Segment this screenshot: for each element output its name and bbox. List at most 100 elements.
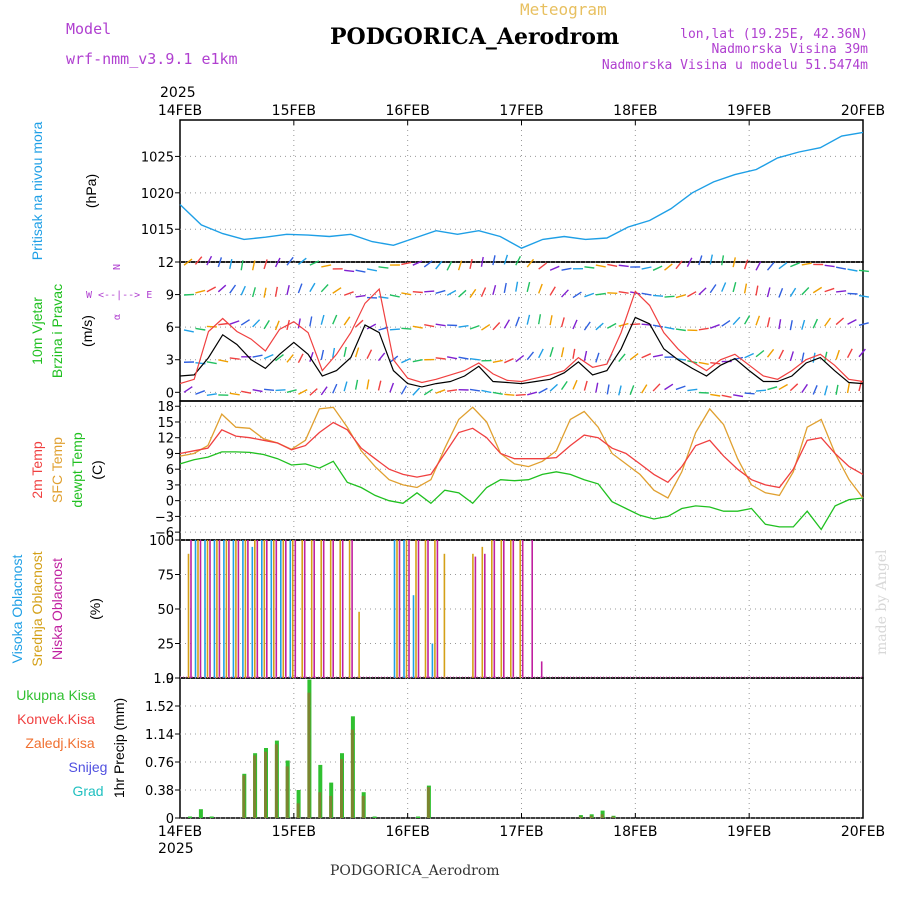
wind-barb [480, 256, 484, 267]
wind-barb [733, 394, 744, 398]
wind-barb [195, 327, 206, 331]
cloud-label-low: Niska Oblacnost [49, 558, 65, 660]
wind-barb [469, 324, 480, 330]
precip-conv-bar [611, 816, 615, 818]
wind-barb [435, 289, 446, 294]
x-tick-label-top: 16FEB [386, 103, 430, 119]
x-tick-label-bottom: 15FEB [272, 824, 316, 840]
precip-conv-bar [329, 795, 333, 818]
wind-barb [240, 319, 250, 326]
wind-barb [469, 388, 481, 392]
wind-barb [240, 285, 246, 296]
wind-barb [653, 294, 664, 297]
wind-barb [824, 317, 832, 327]
wind-barb [583, 350, 588, 361]
wind-barb [710, 324, 720, 329]
wind-barb [549, 346, 554, 357]
wind-barb [263, 287, 267, 298]
model-label: Model [66, 20, 111, 38]
wind-barb [766, 262, 775, 271]
year-bottom: 2025 [158, 841, 194, 857]
compass-letter: N [112, 264, 123, 270]
wind-barb [721, 394, 732, 398]
wind-barb [675, 385, 686, 391]
x-tick-label-top: 19FEB [727, 103, 771, 119]
wind-barb [801, 262, 812, 266]
wind-barb [504, 393, 515, 396]
x-tick-label-bottom: 20FEB [841, 824, 885, 840]
wind-barb [789, 383, 799, 392]
wind-barb [309, 316, 313, 327]
pressure-y-tick-label: 1025 [141, 150, 174, 165]
wind-barb [469, 288, 477, 298]
wind-barb [675, 328, 686, 332]
wind-barb [823, 351, 828, 362]
wind-barb [778, 287, 784, 298]
wind-barb [492, 391, 503, 395]
dewpoint-line [179, 451, 864, 531]
wind-barb [618, 290, 629, 294]
precip-y-tick-label: 0.76 [145, 756, 174, 771]
precip-conv-bar [264, 751, 267, 818]
wind-barb [206, 393, 217, 396]
wind-barb [515, 393, 526, 396]
wind-barb [835, 266, 847, 270]
wind-barb [366, 379, 370, 390]
precip-legend-label: Grad [72, 783, 103, 799]
wind-barb [583, 321, 591, 331]
wind-barb [652, 265, 663, 271]
wind-barb [252, 389, 263, 393]
wind-barb [195, 390, 206, 395]
wind-barb [744, 392, 755, 395]
wind-label-2: Brzina i Pravac [49, 284, 65, 378]
wind-barb [252, 354, 263, 358]
wind-barb [274, 257, 281, 268]
precip-conv-bar [318, 792, 322, 818]
wind-barb [858, 294, 870, 298]
wind-barb [400, 385, 408, 395]
wind-barb [424, 323, 435, 328]
wind-barb [366, 323, 377, 330]
sfc-temp-line [179, 406, 864, 499]
precip-legend-label: Snijeg [69, 759, 108, 775]
wind-barb [515, 255, 522, 266]
wind-barb [183, 386, 193, 393]
temperature-y-tick-label: 18 [157, 400, 174, 415]
cloud-y-tick-label: 75 [157, 569, 174, 584]
wind-barb [538, 262, 548, 270]
wind-speed-line [179, 316, 864, 388]
wind-barb [790, 262, 800, 268]
wind-barb [767, 386, 778, 391]
temp-unit: (C) [89, 460, 105, 479]
precip-conv-bar [285, 766, 289, 818]
wind-barb [778, 319, 782, 330]
cloud-y-tick-label: 25 [157, 638, 174, 653]
wind-barb [812, 286, 823, 294]
wind-barb [297, 283, 303, 294]
wind-barb [446, 289, 457, 296]
wind-barb [401, 327, 412, 330]
wind-barb [412, 387, 421, 396]
cloud-y-tick-label: 100 [149, 534, 174, 549]
wind-barb [675, 260, 683, 270]
wind-barb [595, 352, 600, 363]
compass-legend: Nα W <--|--> E [86, 264, 152, 320]
temp-label-sfc: SFC Temp [49, 437, 65, 503]
wind-barb [480, 287, 487, 297]
wind-barb [412, 290, 423, 294]
wind-barb [309, 282, 316, 293]
precip-conv-bar [307, 692, 311, 818]
wind-barb [515, 354, 525, 363]
wind-barb [858, 269, 869, 273]
precip-y-tick-label: 1.9 [153, 672, 174, 687]
wind-barb [435, 323, 446, 327]
wind-barb [457, 260, 463, 271]
wind-barb [526, 314, 531, 325]
x-tick-label-bottom: 14FEB [158, 824, 202, 840]
wind-barb [217, 257, 223, 268]
wind-barb [641, 292, 652, 296]
wind-barb [354, 379, 359, 390]
wind-barb [607, 263, 618, 267]
wind-barb [355, 294, 366, 298]
wind-barb [389, 382, 395, 393]
